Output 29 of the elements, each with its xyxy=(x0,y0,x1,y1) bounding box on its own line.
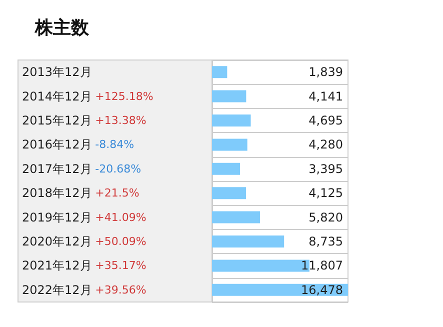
bar xyxy=(212,284,348,296)
y-tick-label: 2013年12月 xyxy=(22,65,92,80)
bar xyxy=(212,114,251,126)
y-tick-label: 2015年12月 +13.38% xyxy=(22,114,146,128)
y-tick-label: 2020年12月 +50.09% xyxy=(22,234,146,248)
y-tick-label: 2022年12月 +39.56% xyxy=(22,282,146,297)
y-tick-label: 2018年12月 +21.5% xyxy=(22,186,140,200)
data-label: 1,839 xyxy=(308,65,343,80)
data-label: 5,820 xyxy=(308,210,343,224)
y-tick-label: 2014年12月 +125.18% xyxy=(22,89,154,104)
y-tick-label: 2016年12月 -8.84% xyxy=(22,138,134,152)
y-tick-label: 2021年12月 +35.17% xyxy=(22,258,146,273)
data-label: 4,280 xyxy=(308,138,343,152)
data-label: 3,395 xyxy=(308,162,343,176)
bar xyxy=(212,66,228,78)
bar xyxy=(212,90,246,102)
y-tick-label: 2017年12月 -20.68% xyxy=(22,162,142,176)
data-label: 4,695 xyxy=(308,114,343,128)
bar xyxy=(212,162,240,175)
bar xyxy=(212,187,246,200)
data-label: 8,735 xyxy=(308,234,343,248)
bar xyxy=(212,138,248,151)
data-label: 4,125 xyxy=(308,186,343,200)
y-tick-label: 2019年12月 +41.09% xyxy=(22,210,146,224)
bar xyxy=(212,211,260,224)
bar xyxy=(212,236,284,248)
text: 株主数 xyxy=(34,18,90,38)
data-label: 16,478 xyxy=(301,282,343,297)
data-label: 4,141 xyxy=(308,89,343,104)
